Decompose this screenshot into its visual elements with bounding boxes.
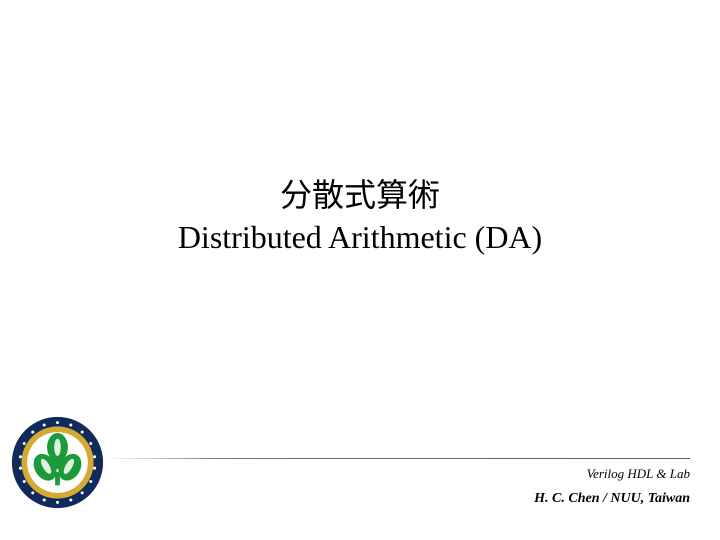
- title-chinese: 分散式算術: [0, 175, 720, 217]
- logo-svg: [10, 415, 105, 510]
- course-label: Verilog HDL & Lab: [587, 466, 690, 482]
- title-english: Distributed Arithmetic (DA): [0, 217, 720, 259]
- footer-divider: [105, 458, 690, 460]
- university-logo: [10, 415, 105, 510]
- slide: 分散式算術 Distributed Arithmetic (DA): [0, 0, 720, 540]
- author-label: H. C. Chen / NUU, Taiwan: [534, 491, 690, 507]
- title-block: 分散式算術 Distributed Arithmetic (DA): [0, 175, 720, 258]
